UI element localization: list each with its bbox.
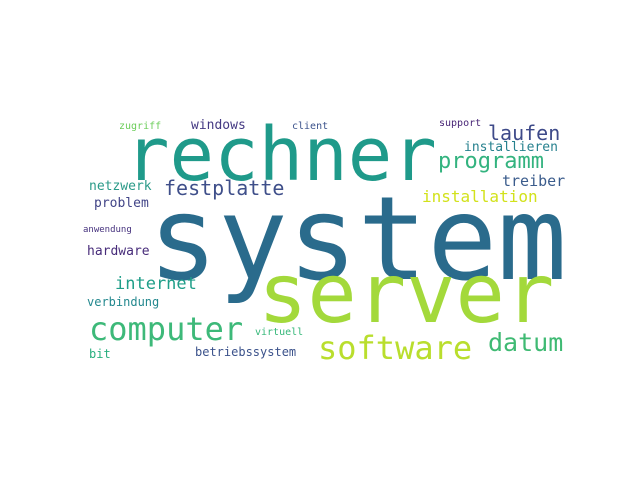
word-zugriff: zugriff <box>119 121 162 132</box>
word-netzwerk: netzwerk <box>89 179 152 194</box>
word-problem: problem <box>94 196 149 211</box>
word-betriebssystem: betriebssystem <box>195 345 297 359</box>
word-computer: computer <box>89 310 244 348</box>
word-bit: bit <box>89 347 111 361</box>
word-festplatte: festplatte <box>164 176 285 200</box>
word-laufen: laufen <box>488 121 561 145</box>
word-rechner: rechner <box>125 112 437 198</box>
word-installation: installation <box>422 187 538 206</box>
word-internet: internet <box>115 274 197 294</box>
word-programm: programm <box>438 149 544 174</box>
word-installieren: installieren <box>464 140 558 155</box>
word-software: software <box>318 329 473 367</box>
word-anwendung: anwendung <box>83 225 132 235</box>
word-windows: windows <box>191 118 246 133</box>
word-support: support <box>439 118 482 129</box>
word-system: system <box>148 172 568 307</box>
word-datum: datum <box>488 328 564 357</box>
word-hardware: hardware <box>87 244 150 259</box>
word-client: client <box>292 121 329 132</box>
word-server: server <box>258 247 555 342</box>
word-treiber: treiber <box>502 172 566 190</box>
word-virtuell: virtuell <box>255 327 304 338</box>
word-verbindung: verbindung <box>87 295 160 309</box>
